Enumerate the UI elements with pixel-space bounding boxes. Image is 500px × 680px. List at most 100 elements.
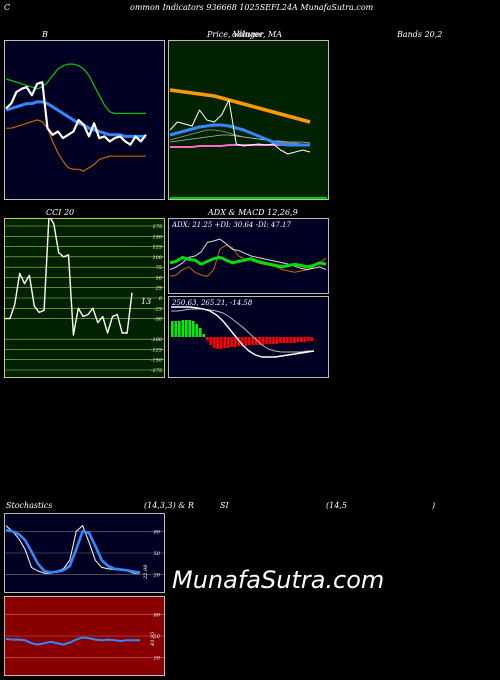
cci-tick-label: -50 — [154, 317, 163, 323]
macd-histogram-bar — [205, 337, 209, 340]
macd-histogram-bar — [247, 337, 251, 345]
macd-histogram-bar — [181, 320, 185, 337]
header-title: ommon Indicators 936668 1025SEFL24A Muna… — [130, 3, 374, 12]
macd-histogram-bar — [251, 337, 254, 345]
price-close-line — [169, 99, 311, 155]
header-letter: C — [4, 3, 11, 12]
plus-di-line — [169, 238, 327, 271]
rsi-tick-label: 50 — [154, 634, 161, 640]
macd-histogram-bar — [212, 337, 216, 348]
macd-histogram-bar — [202, 334, 206, 337]
macd-histogram-bar — [275, 337, 279, 344]
cci-tick-label: -175 — [151, 368, 162, 374]
macd-histogram-bar — [191, 321, 195, 337]
cci-chart: 175 150 125 100 75 50 25 0 -25 -50 -100 -125 -150 -17… — [4, 218, 165, 378]
macd-histogram-bar — [219, 337, 223, 349]
macd-histogram-bar — [258, 337, 261, 345]
middle-band-line — [5, 100, 146, 138]
macd-histogram-bar — [296, 337, 300, 342]
cci-tick-label: 175 — [152, 224, 162, 230]
cci-tick-label: 100 — [152, 255, 162, 261]
macd-histogram-bar — [216, 337, 219, 349]
macd-histogram-bar — [268, 337, 272, 344]
macd-histogram-bar — [303, 337, 307, 342]
macd-histogram-bar — [279, 337, 282, 343]
bb-title: B — [42, 30, 48, 39]
stochastics-chart: 80 50 20 22.98 — [4, 513, 165, 593]
cci-title: CCI 20 — [46, 208, 75, 217]
cci-tick-label: -150 — [151, 358, 163, 364]
rsi-params: (14,5 — [326, 501, 347, 510]
rsi-params-close: ) — [432, 501, 436, 510]
adx-line — [169, 255, 327, 269]
rsi-chart: 80 50 20 43.95 — [4, 596, 165, 676]
stoch-params: (14,3,3) & R — [144, 501, 194, 510]
ma-blue-line — [169, 123, 310, 147]
macd-histogram-bar — [209, 337, 213, 345]
macd-histogram-bar — [307, 337, 310, 341]
stoch-d-line — [5, 528, 141, 574]
cci-tick-label: 50 — [156, 275, 163, 281]
macd-histogram-bar — [237, 337, 240, 346]
price-overlay-text: ollinger — [232, 30, 264, 39]
macd-signal-line — [171, 308, 314, 353]
macd-histogram-bar — [282, 337, 286, 343]
price-ma-chart — [168, 40, 329, 200]
adx-values-label: ADX: 21.25 +DI: 30.64 -DI: 47.17 — [171, 221, 292, 229]
macd-histogram-bar — [254, 337, 258, 345]
macd-line — [171, 306, 315, 358]
macd-histogram-bar — [185, 320, 188, 337]
cci-tick-label: 150 — [152, 234, 162, 240]
macd-histogram-bar — [293, 337, 296, 343]
price-title: Price, Volume, MA — [207, 30, 283, 39]
macd-histogram-bar — [244, 337, 247, 346]
macd-histogram-bar — [233, 337, 237, 347]
macd-histogram-bar — [188, 320, 192, 337]
macd-histogram-bar — [289, 337, 293, 343]
macd-histogram-bar — [286, 337, 289, 343]
adx-macd-title: ADX & MACD 12,26,9 — [208, 208, 298, 217]
macd-histogram-bar — [230, 337, 233, 347]
cci-tick-label: 125 — [152, 245, 162, 251]
stoch-tick-label: 50 — [154, 551, 161, 557]
macd-histogram-bar — [223, 337, 226, 348]
bollinger-chart — [4, 40, 165, 200]
macd-histogram-bar — [272, 337, 275, 344]
macd-values-label: 250.63, 265.21, -14.58 — [171, 299, 253, 307]
cci-tick-label: 0 — [159, 296, 163, 302]
cci-value-label: 13 — [141, 297, 151, 306]
rsi-tick-label: 80 — [154, 612, 161, 618]
rsi-value-label: 43.95 — [150, 632, 156, 647]
ma-gray-line-2 — [169, 134, 311, 144]
cci-line — [5, 218, 133, 336]
macd-histogram-bar — [226, 337, 230, 348]
ma-orange-line — [169, 88, 311, 124]
cci-tick-label: -125 — [151, 347, 162, 353]
cci-tick-label: -100 — [151, 337, 163, 343]
stoch-value-label: 22.98 — [143, 565, 149, 580]
macd-histogram-bar — [198, 328, 202, 337]
adx-chart: ADX: 21.25 +DI: 30.64 -DI: 47.17 — [168, 218, 329, 294]
stoch-tick-label: 80 — [154, 529, 161, 535]
macd-histogram-bar — [310, 337, 314, 341]
macd-histogram-bar — [174, 321, 178, 337]
cci-tick-label: 75 — [156, 265, 162, 271]
stoch-tick-label: 20 — [153, 573, 161, 579]
bands-title: Bands 20,2 — [397, 30, 443, 39]
macd-chart: 250.63, 265.21, -14.58 — [168, 296, 329, 378]
cci-tick-label: 25 — [155, 286, 162, 292]
rsi-tick-label: 20 — [153, 656, 161, 662]
cci-tick-label: -25 — [154, 306, 162, 312]
macd-histogram-bar — [261, 337, 265, 345]
watermark: MunafaSutra.com — [172, 566, 385, 594]
stoch-title: Stochastics — [6, 501, 53, 510]
upper-band-line — [5, 63, 146, 115]
ma-gray-line-1 — [169, 129, 310, 145]
macd-histogram-bar — [240, 337, 244, 346]
close-price-line — [5, 81, 147, 146]
macd-histogram-bar — [195, 324, 199, 337]
lower-band-line — [6, 119, 146, 172]
macd-histogram-bar — [171, 321, 174, 337]
macd-histogram-bar — [178, 321, 181, 337]
bb-frame — [4, 40, 165, 200]
